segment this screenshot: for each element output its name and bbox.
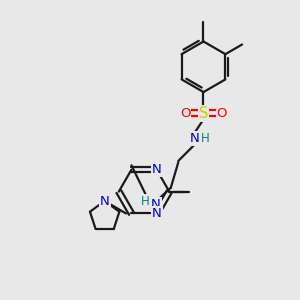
Text: H: H: [141, 195, 149, 208]
Text: N: N: [152, 163, 162, 176]
Text: N: N: [152, 207, 162, 220]
Text: N: N: [100, 194, 110, 208]
Text: N: N: [151, 198, 161, 211]
Text: O: O: [217, 107, 227, 120]
Text: S: S: [199, 106, 208, 121]
Text: N: N: [190, 132, 200, 145]
Text: O: O: [180, 107, 190, 120]
Text: H: H: [201, 132, 209, 145]
